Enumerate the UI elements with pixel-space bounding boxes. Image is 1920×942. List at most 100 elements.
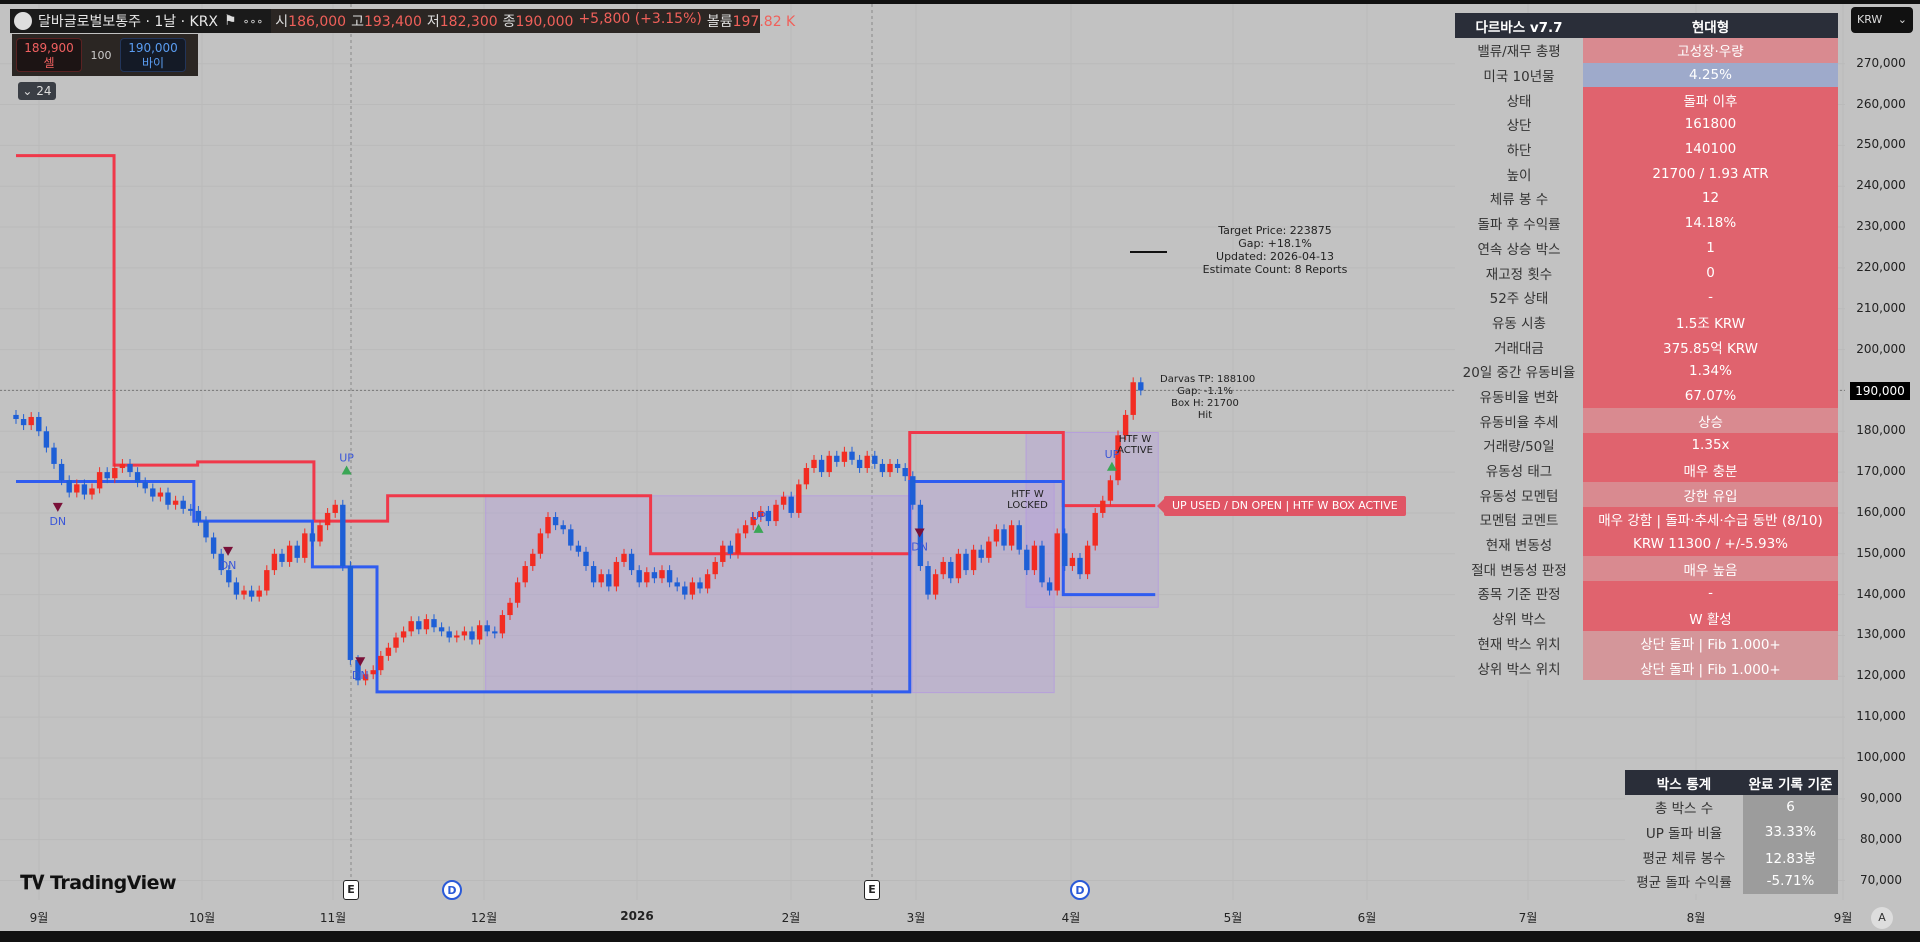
buy-price: 190,000 [128,41,178,55]
candle [856,459,863,469]
row-label: 유동 시총 [1455,309,1583,335]
row-label: 상태 [1455,87,1583,113]
darvas-tp: Darvas TP: 188100 [1160,374,1256,385]
candle [1077,557,1083,575]
signal-up-icon [1106,461,1117,471]
row-value: 6 [1743,795,1838,820]
signal-label: UP [1105,448,1120,461]
indicator-count: 24 [36,84,52,98]
row-label: 유동성 모멘텀 [1455,482,1583,508]
window-bottom-bar [0,931,1920,942]
time-tick: 3월 [906,911,926,925]
price-chart[interactable]: DN DN DN UP UP DN UP [0,0,1845,931]
row-label: 상단 [1455,112,1583,137]
candle [803,468,810,485]
candle [545,517,551,534]
auto-scale-button[interactable]: A [1871,907,1893,929]
symbol-info[interactable]: 달바글로벌보통주 · 1날 · KRX ⚑ ∘∘∘ [10,9,272,33]
candle [1031,545,1038,571]
target-price: Target Price: 223875 [1218,224,1332,237]
ohlc-values: 시186,000 고193,400 저182,300 종190,000 +5,8… [271,11,795,31]
price-tick: 270,000 [1856,55,1906,70]
time-tick: 5월 [1223,911,1243,925]
chevron-down-icon: ⌄ [22,84,37,98]
time-tick: 10월 [188,911,216,925]
candle [324,512,331,526]
candle [826,455,832,473]
candle [461,631,468,636]
sell-button[interactable]: 189,900 셀 [16,38,82,72]
candle [636,570,642,583]
signal-label: DN [352,669,369,682]
darvas-tp-annotation: Darvas TP: 188100 Gap: -1.1% Box H: 21700 H… [1160,374,1256,422]
dividend-marker[interactable]: D [1070,880,1090,900]
candle [978,549,984,558]
candle [613,561,620,587]
row-value: 1 [1583,235,1838,261]
candle [1138,382,1144,391]
symbol-logo-icon [14,12,32,30]
chevron-down-icon: ⌄ [1897,13,1907,26]
row-value: 0 [1583,260,1838,285]
candle [127,463,133,473]
candle [704,574,711,589]
box-stats-subtitle: 완료 기록 기준 [1743,770,1838,795]
order-quantity[interactable]: 100 [90,48,112,62]
darvas-row: 상단 161800 [1455,112,1838,137]
candle [119,463,126,469]
buy-sell-panel: 189,900 셀 100 190,000 바이 [12,34,198,76]
darvas-row: 현재 변동성 KRW 11300 / +/-5.93% [1455,531,1838,557]
candle [400,631,407,638]
sell-label: 셀 [43,56,55,70]
candle [590,566,597,583]
candle [507,602,513,616]
darvas-box-height: Box H: 21700 [1171,398,1239,409]
upper-box-line [16,154,1156,556]
candle [1016,525,1022,550]
row-label: 평균 돌파 수익률 [1625,869,1743,894]
time-tick: 2월 [781,911,801,925]
darvas-mode: 현대형 [1583,13,1838,38]
price-tick: 240,000 [1856,178,1906,193]
candle [454,635,460,638]
candle [628,553,635,571]
row-value: 매우 높음 [1583,556,1838,582]
time-tick: 2026 [620,909,654,923]
row-value: 돌파 이후 [1583,87,1838,113]
darvas-row: 20일 중간 유동비율 1.34% [1455,358,1838,384]
close-value: 190,000 [515,14,574,30]
row-value: W 활성 [1583,605,1838,631]
tradingview-logo[interactable]: 𝐓𝐕 TradingView [20,872,177,894]
row-value: 1.5조 KRW [1583,309,1838,335]
candle [720,545,726,562]
stats-row: 평균 돌파 수익률 -5.71% [1625,869,1838,894]
candle [818,459,825,473]
row-label: 높이 [1455,161,1583,187]
row-value: 고성장·우량 [1583,38,1838,63]
candle [142,482,148,489]
dividend-marker[interactable]: D [442,880,462,900]
darvas-row: 하단 140100 [1455,136,1838,162]
row-label: 돌파 후 수익률 [1455,210,1583,236]
currency-select[interactable]: KRW ⌄ [1851,7,1913,33]
lower-box-line [16,479,1156,694]
flag-icon[interactable]: ⚑ [224,13,237,29]
indicators-toggle-button[interactable]: ⌄ 24 [18,82,56,100]
candle [1001,529,1007,546]
price-tick: 90,000 [1860,790,1902,805]
price-tick: 260,000 [1856,96,1906,111]
signal-label: DN [49,515,66,528]
row-label: 총 박스 수 [1625,795,1743,820]
darvas-hit: Hit [1197,410,1213,421]
earnings-marker[interactable]: E [864,880,880,900]
candle [66,480,72,493]
earnings-marker[interactable]: E [343,880,359,900]
candle [1024,549,1030,571]
more-icon[interactable]: ∘∘∘ [242,14,264,28]
row-value: 1.35x [1583,433,1838,458]
darvas-box [1025,431,1159,608]
darvas-row: 52주 상태 - [1455,284,1838,310]
candle [742,525,749,534]
buy-button[interactable]: 190,000 바이 [120,38,186,72]
